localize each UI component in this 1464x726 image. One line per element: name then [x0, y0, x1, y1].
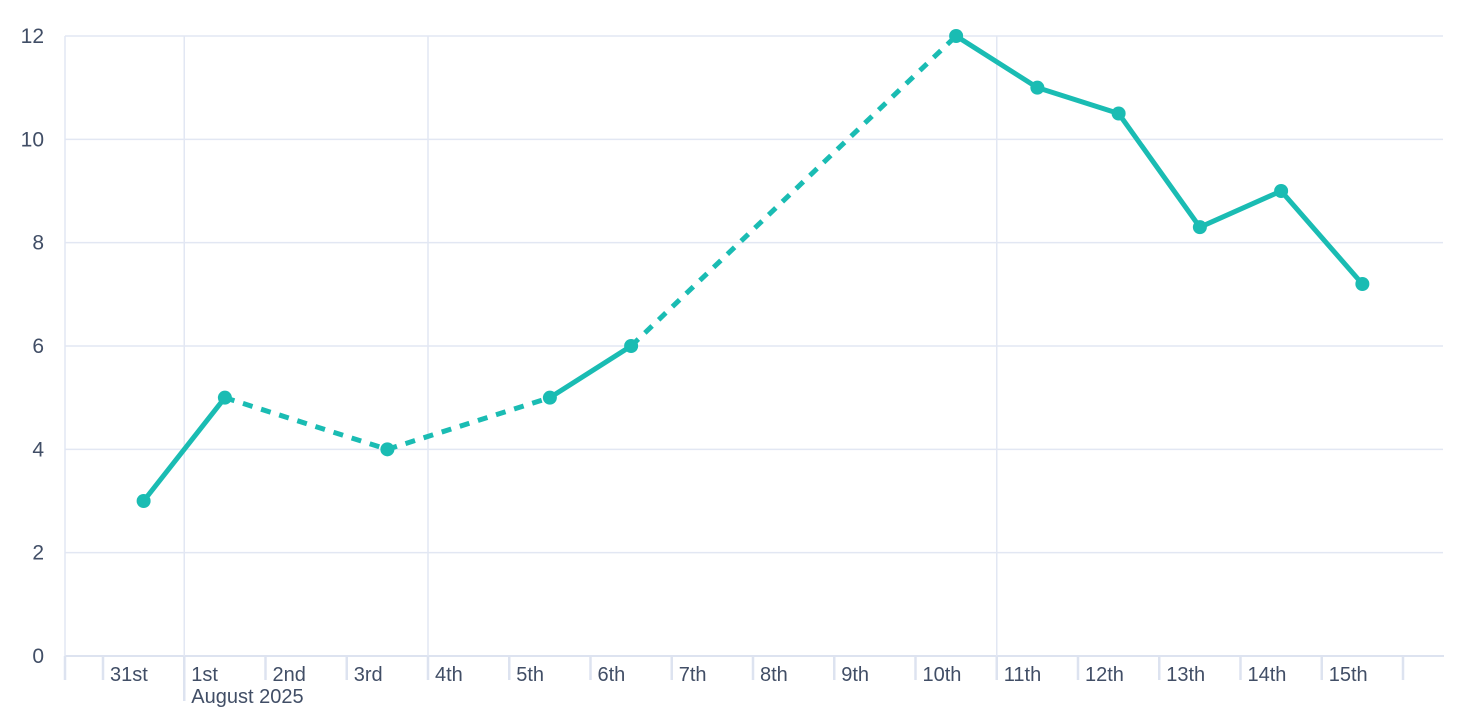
- series-segment-dashed: [386, 395, 551, 452]
- y-tick-label: 12: [21, 25, 44, 48]
- x-tick-label: 11th: [1004, 664, 1041, 686]
- series-segment-solid: [1278, 188, 1365, 287]
- series-segment-solid: [1034, 85, 1122, 116]
- x-tick-label: 10th: [923, 664, 962, 686]
- x-tick-label: 5th: [516, 664, 544, 686]
- x-tick-label: 9th: [841, 664, 869, 686]
- data-point-marker-31st[interactable]: [136, 494, 151, 508]
- y-tick-label: 0: [32, 645, 44, 668]
- data-point-marker-6th[interactable]: [624, 339, 639, 353]
- data-point-marker-3rd[interactable]: [380, 442, 395, 457]
- x-tick-label: 6th: [598, 664, 626, 686]
- data-point-marker-13th[interactable]: [1192, 220, 1207, 235]
- x-tick-label: 4th: [435, 664, 463, 686]
- x-tick-label: 15th: [1329, 664, 1368, 686]
- data-point-marker-11th[interactable]: [1030, 80, 1045, 95]
- x-tick-label: 13th: [1166, 664, 1205, 686]
- data-point-marker-1st[interactable]: [217, 390, 232, 405]
- series-segment-dashed: [224, 395, 389, 452]
- x-axis-month-label: August 2025: [191, 686, 303, 708]
- x-tick-label: 2nd: [273, 664, 306, 686]
- series-segment-solid: [547, 343, 634, 401]
- data-point-marker-5th[interactable]: [542, 390, 557, 405]
- x-tick-label: 1st: [191, 664, 218, 686]
- series-segment-solid: [1197, 188, 1284, 230]
- x-tick-label: 7th: [679, 664, 707, 686]
- series-segment-dashed: [629, 34, 958, 348]
- y-tick-label: 6: [32, 335, 44, 358]
- x-tick-label: 14th: [1248, 664, 1287, 686]
- data-point-marker-12th[interactable]: [1111, 106, 1126, 121]
- series-segment-solid: [1116, 111, 1203, 230]
- data-point-marker-10th[interactable]: [949, 29, 964, 43]
- y-tick-label: 4: [32, 438, 44, 461]
- series-segment-solid: [953, 33, 1040, 91]
- y-tick-label: 2: [32, 542, 44, 565]
- x-tick-label: 8th: [760, 664, 788, 686]
- x-tick-label: 12th: [1085, 664, 1124, 686]
- series-segment-solid: [141, 395, 228, 504]
- y-tick-label: 10: [21, 128, 44, 151]
- data-point-marker-15th[interactable]: [1355, 277, 1370, 291]
- y-tick-label: 8: [32, 232, 44, 255]
- x-tick-label: 31st: [110, 664, 148, 686]
- data-point-marker-14th[interactable]: [1274, 184, 1289, 198]
- x-tick-label: 3rd: [354, 664, 383, 686]
